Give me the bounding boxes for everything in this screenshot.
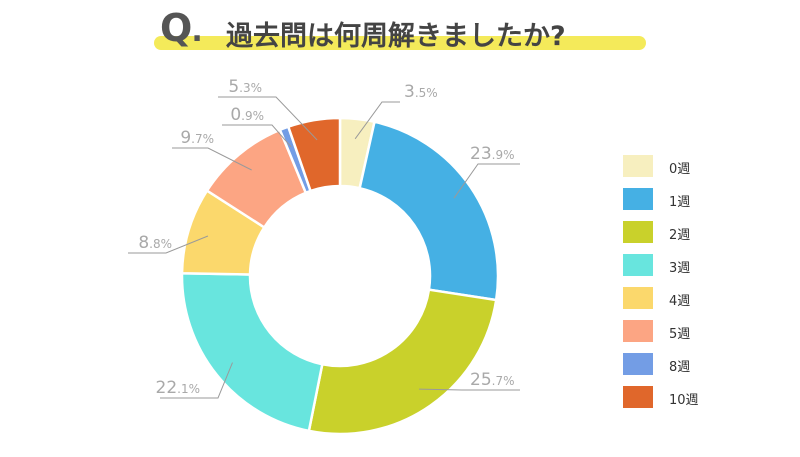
leader-line-5週 [172,147,252,171]
legend-swatch [623,221,653,243]
legend-swatch [623,287,653,309]
legend-item-8週: 8週 [623,353,783,386]
chart-title: Q. 過去問は何周解きましたか? [150,6,650,56]
legend-item-1週: 1週 [623,188,783,221]
leader-line-0週 [354,101,400,140]
donut-slice-2週 [307,288,498,436]
pct-label-0週: 3.5% [404,82,438,102]
legend-item-4週: 4週 [623,287,783,320]
pct-label-3週: 22.1% [156,378,201,398]
legend-swatch [623,353,653,375]
legend-label: 8週 [669,360,691,375]
pct-label-4週: 8.8% [138,233,172,253]
leader-line-1週 [453,163,520,199]
legend-label: 0週 [669,162,691,177]
chart-legend: 0週 1週 2週 3週 4週 5週 8週 10週 [623,155,783,419]
legend-item-0週: 0週 [623,155,783,188]
donut-slices [180,116,500,436]
legend-item-2週: 2週 [623,221,783,254]
pct-label-2週: 25.7% [470,370,515,390]
legend-label: 1週 [669,195,691,210]
legend-label: 5週 [669,327,691,342]
donut-slice-1週 [358,120,500,302]
legend-swatch [623,254,653,276]
title-q-dot: . [191,14,202,49]
legend-label: 3週 [669,261,691,276]
legend-label: 4週 [669,294,691,309]
title-question-text: 過去問は何周解きましたか? [226,21,566,52]
legend-swatch [623,386,653,408]
title-highlight-marker [154,36,646,50]
pct-label-5週: 9.7% [180,128,214,148]
donut-slice-10週 [286,116,342,193]
pct-label-10週: 5.3% [228,77,262,97]
pct-label-8週: 0.9% [230,105,264,125]
donut-slice-3週 [180,271,324,433]
legend-item-5週: 5週 [623,320,783,353]
legend-label: 10週 [669,393,699,408]
legend-swatch [623,155,653,177]
leader-line-8週 [222,124,292,148]
legend-label: 2週 [669,228,691,243]
percentage-labels: 3.5% 23.9% 25.7% 22.1% 8.8% 9.7% 0.9% 5.3% [138,77,514,398]
leader-line-10週 [218,96,318,141]
leader-line-4週 [128,235,209,254]
legend-item-10週: 10週 [623,386,783,419]
leader-line-3週 [160,362,233,399]
title-q-mark: Q. [160,6,203,50]
leader-line-2週 [419,388,520,391]
title-q-letter: Q [160,6,192,50]
legend-item-3週: 3週 [623,254,783,287]
leader-lines [128,96,520,399]
pct-label-1週: 23.9% [470,144,515,164]
legend-swatch [623,320,653,342]
legend-swatch [623,188,653,210]
